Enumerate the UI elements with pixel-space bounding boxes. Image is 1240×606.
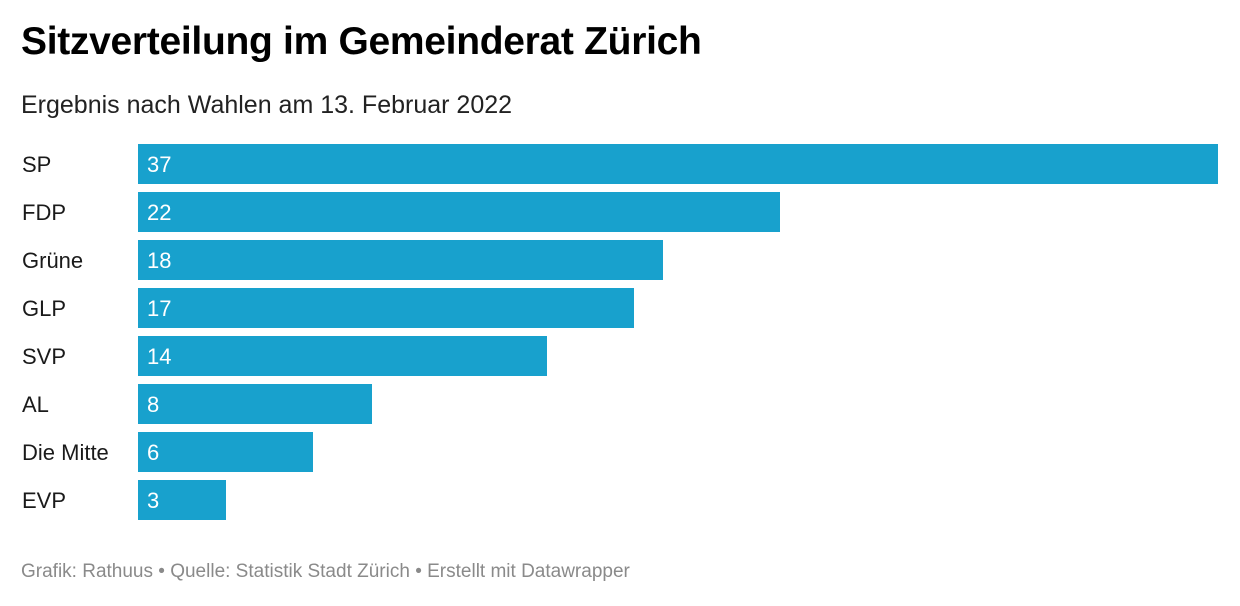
value-label-svp: 14: [147, 344, 171, 369]
bar-svp: [138, 336, 547, 376]
value-label-die-mitte: 6: [147, 440, 159, 465]
category-label-al: AL: [22, 392, 49, 417]
bar-fdp: [138, 192, 780, 232]
bar-grüne: [138, 240, 663, 280]
category-label-glp: GLP: [22, 296, 66, 321]
value-label-grüne: 18: [147, 248, 171, 273]
value-label-glp: 17: [147, 296, 171, 321]
category-label-svp: SVP: [22, 344, 66, 369]
category-label-fdp: FDP: [22, 200, 66, 225]
chart-subtitle: Ergebnis nach Wahlen am 13. Februar 2022: [21, 91, 513, 119]
value-label-evp: 3: [147, 488, 159, 513]
value-label-sp: 37: [147, 152, 171, 177]
bar-al: [138, 384, 372, 424]
bar-evp: [138, 480, 226, 520]
chart-footer: Grafik: Rathuus • Quelle: Statistik Stad…: [21, 561, 630, 582]
bar-sp: [138, 144, 1218, 184]
value-label-al: 8: [147, 392, 159, 417]
category-label-evp: EVP: [22, 488, 66, 513]
value-label-fdp: 22: [147, 200, 171, 225]
bar-die-mitte: [138, 432, 313, 472]
chart-title: Sitzverteilung im Gemeinderat Zürich: [21, 20, 702, 63]
category-label-die-mitte: Die Mitte: [22, 440, 109, 465]
bar-glp: [138, 288, 634, 328]
category-label-sp: SP: [22, 152, 51, 177]
category-label-grüne: Grüne: [22, 248, 83, 273]
